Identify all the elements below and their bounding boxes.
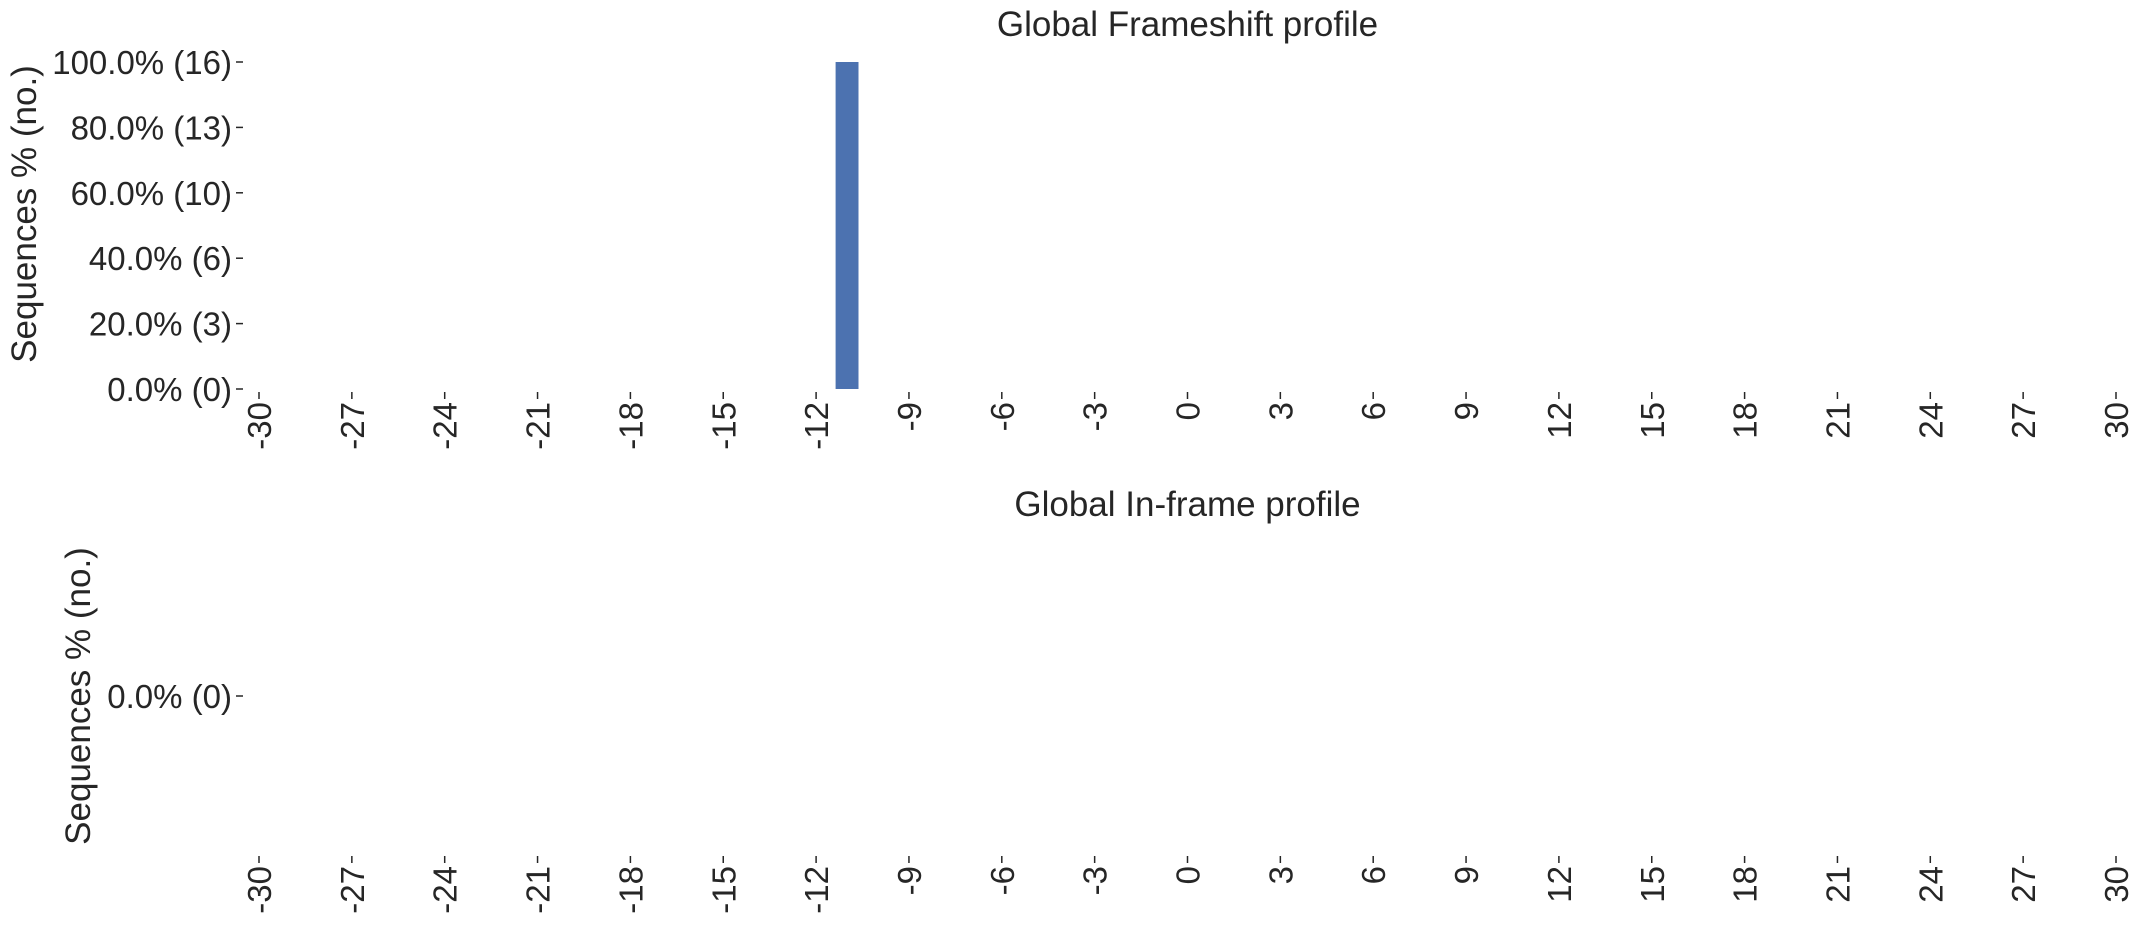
x-tick-label: -3 [1077,402,1114,431]
chart-title: Global Frameshift profile [997,5,1378,44]
x-tick-label: 24 [1912,402,1949,439]
x-tick-label: 15 [1634,866,1671,903]
x-tick-label: 9 [1448,402,1485,420]
inframe-chart: Global In-frame profile Sequences % (no.)… [59,485,2135,914]
x-tick-label: -30 [241,402,278,450]
x-tick-label: -18 [612,402,649,450]
x-tick-label: -24 [427,402,464,450]
x-tick-label: 21 [1819,866,1856,903]
x-tick-label: -12 [798,402,835,450]
x-tick-label: 18 [1727,866,1764,903]
x-tick-label: 12 [1541,402,1578,439]
y-tick-label: 80.0% (13) [71,109,232,146]
x-tick-label: 24 [1912,866,1949,903]
y-tick-label: 0.0% (0) [107,678,232,715]
y-tick-label: 0.0% (0) [107,371,232,408]
frameshift-chart: Global Frameshift profile Sequences % (no… [5,5,2135,450]
x-tick-label: 0 [1170,866,1207,884]
x-tick-label: 15 [1634,402,1671,439]
x-tick-label: 0 [1170,402,1207,420]
x-tick-label: -15 [705,866,742,914]
y-axis-label: Sequences % (no.) [59,547,98,845]
x-tick-label: -9 [891,866,928,895]
x-tick-label: -24 [427,866,464,914]
x-tick-label: 9 [1448,866,1485,884]
x-tick-label: -9 [891,402,928,431]
x-tick-label: 3 [1262,402,1299,420]
x-tick-label: 30 [2098,402,2135,439]
y-axis-label: Sequences % (no.) [5,65,44,363]
x-tick-label: -21 [520,866,557,914]
x-tick-label: 6 [1355,866,1392,884]
y-tick-label: 40.0% (6) [89,240,232,277]
y-tick-label: 20.0% (3) [89,306,232,343]
x-tick-label: -27 [334,402,371,450]
x-tick-label: 27 [2005,866,2042,903]
x-tick-label: 18 [1727,402,1764,439]
bar [835,62,859,389]
x-tick-label: 30 [2098,866,2135,903]
chart-title: Global In-frame profile [1014,485,1360,524]
x-tick-label: 27 [2005,402,2042,439]
x-tick-label: -21 [520,402,557,450]
x-tick-label: 12 [1541,866,1578,903]
x-tick-label: 21 [1819,402,1856,439]
x-tick-label: 3 [1262,866,1299,884]
x-tick-label: -12 [798,866,835,914]
x-tick-label: -3 [1077,866,1114,895]
x-tick-label: -15 [705,402,742,450]
x-tick-label: -6 [984,866,1021,895]
x-tick-label: 6 [1355,402,1392,420]
y-tick-label: 60.0% (10) [71,175,232,212]
y-tick-label: 100.0% (16) [52,44,232,81]
x-tick-label: -27 [334,866,371,914]
x-tick-label: -18 [612,866,649,914]
x-tick-label: -30 [241,866,278,914]
x-tick-label: -6 [984,402,1021,431]
